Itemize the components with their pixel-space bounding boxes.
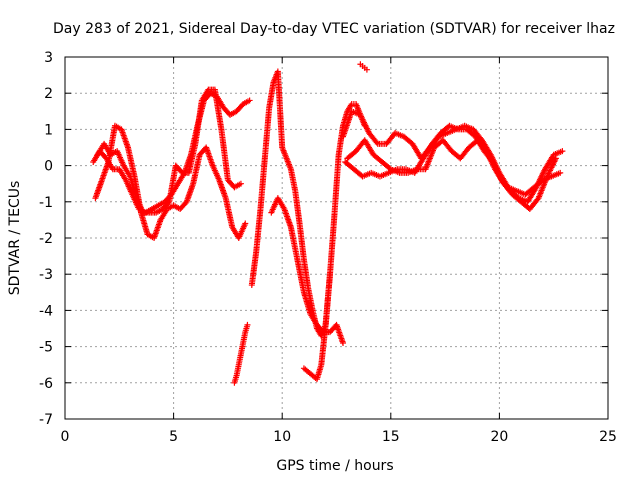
- x-tick-label: 15: [382, 429, 400, 445]
- y-tick-label: -5: [39, 340, 53, 356]
- x-tick-labels: 0 5 10 15 20 25: [61, 429, 617, 445]
- data-point-trace: [165, 200, 172, 207]
- chart-title: Day 283 of 2021, Sidereal Day-to-day VTE…: [53, 21, 615, 37]
- grid: [65, 57, 608, 419]
- series-6: [300, 271, 333, 383]
- data-point-trace: [178, 168, 185, 175]
- data-point: [246, 97, 253, 104]
- y-tick-labels: -7 -6 -5 -4 -3 -2 -1 0 1 2 3: [39, 50, 53, 428]
- data-point-trace: [373, 139, 380, 146]
- data-point: [363, 66, 370, 73]
- series-7: [357, 61, 370, 73]
- data-point: [326, 271, 333, 278]
- data-points: [90, 61, 566, 386]
- y-tick-label: 1: [44, 122, 53, 138]
- series-3: [231, 321, 251, 386]
- y-tick-label: -6: [39, 376, 53, 392]
- axis-ticks: [64, 56, 609, 420]
- y-tick-label: -4: [39, 303, 53, 319]
- y-tick-label: 0: [44, 159, 53, 175]
- y-tick-label: -2: [39, 231, 53, 247]
- y-tick-label: -1: [39, 195, 53, 211]
- data-point: [559, 148, 566, 155]
- data-point: [244, 321, 251, 328]
- y-tick-label: 2: [44, 86, 53, 102]
- y-tick-label: -7: [39, 412, 53, 428]
- x-tick-label: 25: [599, 429, 617, 445]
- x-tick-label: 5: [169, 429, 178, 445]
- y-tick-label: 3: [44, 50, 53, 66]
- x-tick-label: 10: [273, 429, 291, 445]
- x-axis-label: GPS time / hours: [276, 458, 393, 474]
- x-tick-label: 20: [490, 429, 508, 445]
- data-point: [242, 220, 249, 227]
- y-tick-label: -3: [39, 267, 53, 283]
- data-point: [340, 339, 347, 346]
- data-point: [237, 180, 244, 187]
- series-10: [342, 122, 566, 205]
- series-5: [268, 195, 347, 346]
- data-point: [557, 169, 564, 176]
- x-tick-label: 0: [61, 429, 70, 445]
- y-axis-label: SDTVAR / TECUs: [7, 181, 23, 296]
- series-2: [94, 86, 244, 216]
